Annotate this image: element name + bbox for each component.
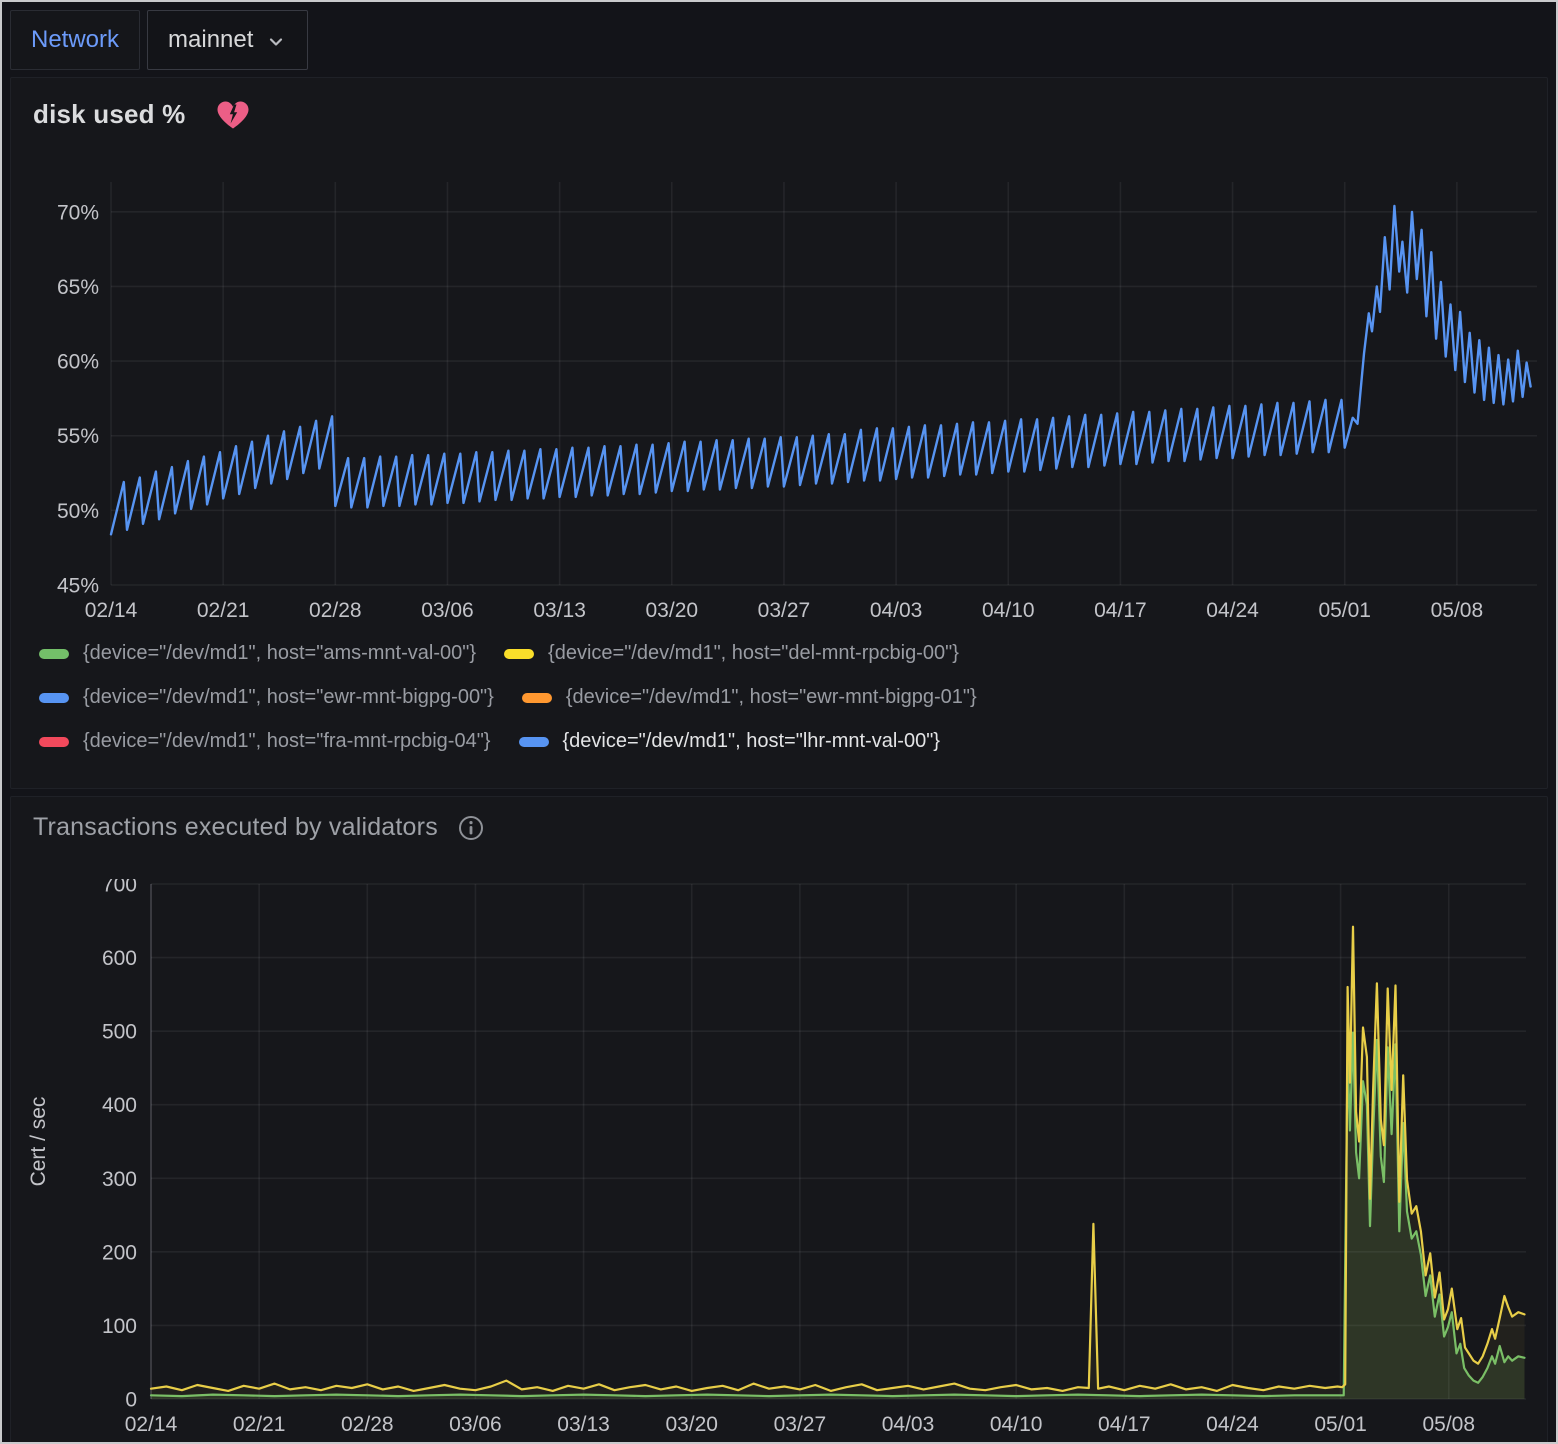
- dashboard-page: Network mainnet disk used % 45% 50% 55% 60%…: [0, 0, 1558, 1444]
- panel-disk-used: disk used % 45% 50% 55% 60% 65% 70% 02/14 02/21…: [10, 77, 1548, 789]
- x-tick-label: 05/08: [1431, 599, 1484, 622]
- legend-label: {device="/dev/md1", host="ams-mnt-val-00…: [83, 642, 476, 665]
- variable-bar: Network mainnet: [10, 10, 1556, 70]
- panel-title: disk used %: [33, 99, 185, 130]
- x-tick-label: 02/28: [309, 599, 362, 622]
- y-tick-label: 200: [102, 1241, 137, 1264]
- x-tick-label: 03/06: [421, 599, 474, 622]
- info-icon[interactable]: [456, 813, 486, 843]
- y-tick-label: 500: [102, 1021, 137, 1044]
- x-tick-label: 03/27: [774, 1413, 827, 1436]
- legend-swatch-icon: [519, 737, 549, 747]
- y-tick-label: 70%: [57, 201, 99, 224]
- y-tick-label: 100: [102, 1315, 137, 1338]
- y-tick-label: 300: [102, 1168, 137, 1191]
- x-tick-label: 04/03: [870, 599, 923, 622]
- x-tick-label: 02/14: [125, 1413, 178, 1436]
- legend-item[interactable]: {device="/dev/md1", host="ams-mnt-val-00…: [39, 642, 476, 665]
- disk-used-chart[interactable]: 45% 50% 55% 60% 65% 70% 02/14 02/21 02/28 03/06 03…: [11, 174, 1548, 626]
- transactions-chart[interactable]: 0 100 200 300 400 500 600 700 02/14 02/21 02/28 03/…: [11, 879, 1548, 1441]
- x-tick-label: 02/14: [85, 599, 138, 622]
- series-line: [151, 927, 1525, 1391]
- chevron-down-icon: [265, 31, 287, 53]
- x-tick-label: 03/06: [449, 1413, 502, 1436]
- legend-item[interactable]: {device="/dev/md1", host="del-mnt-rpcbig…: [504, 642, 959, 665]
- x-tick-label: 05/08: [1422, 1413, 1475, 1436]
- legend-label: {device="/dev/md1", host="ewr-mnt-bigpg-…: [83, 686, 494, 709]
- x-tick-label: 02/21: [233, 1413, 286, 1436]
- y-tick-label: 60%: [57, 351, 99, 374]
- legend-item[interactable]: {device="/dev/md1", host="ewr-mnt-bigpg-…: [522, 686, 977, 709]
- legend-label: {device="/dev/md1", host="ewr-mnt-bigpg-…: [566, 686, 977, 709]
- x-tick-label: 05/01: [1318, 599, 1371, 622]
- x-tick-label: 04/17: [1094, 599, 1147, 622]
- panel-transactions: Transactions executed by validators 0 100…: [10, 796, 1548, 1444]
- x-tick-label: 04/03: [882, 1413, 935, 1436]
- legend: {device="/dev/md1", host="ams-mnt-val-00…: [39, 642, 1339, 753]
- legend-item[interactable]: {device="/dev/md1", host="lhr-mnt-val-00…: [519, 730, 940, 753]
- x-tick-label: 05/01: [1314, 1413, 1367, 1436]
- legend-swatch-icon: [39, 737, 69, 747]
- y-tick-label: 700: [102, 879, 137, 897]
- legend-swatch-icon: [39, 693, 69, 703]
- legend-swatch-icon: [504, 649, 534, 659]
- panel-title: Transactions executed by validators: [33, 813, 438, 842]
- x-tick-label: 03/20: [646, 599, 699, 622]
- x-tick-label: 03/27: [758, 599, 811, 622]
- y-axis-label: Cert / sec: [27, 1097, 50, 1187]
- panel-transactions-header[interactable]: Transactions executed by validators: [11, 797, 1547, 843]
- x-tick-label: 04/24: [1206, 599, 1259, 622]
- x-tick-label: 04/10: [982, 599, 1035, 622]
- y-tick-label: 45%: [57, 575, 99, 598]
- network-variable-dropdown[interactable]: mainnet: [147, 10, 308, 70]
- y-tick-label: 400: [102, 1094, 137, 1117]
- legend-swatch-icon: [39, 649, 69, 659]
- x-tick-label: 03/13: [557, 1413, 610, 1436]
- network-label-text: Network: [31, 26, 119, 54]
- network-value-text: mainnet: [168, 26, 253, 54]
- broken-heart-alert-icon: [217, 100, 249, 130]
- series-line: [151, 1033, 1525, 1397]
- series-line: [111, 206, 1531, 534]
- y-tick-label: 65%: [57, 276, 99, 299]
- legend-item[interactable]: {device="/dev/md1", host="ewr-mnt-bigpg-…: [39, 686, 494, 709]
- x-tick-label: 04/17: [1098, 1413, 1151, 1436]
- legend-item[interactable]: {device="/dev/md1", host="fra-mnt-rpcbig…: [39, 730, 491, 753]
- x-tick-label: 02/21: [197, 599, 250, 622]
- legend-label: {device="/dev/md1", host="fra-mnt-rpcbig…: [83, 730, 491, 753]
- y-tick-label: 50%: [57, 500, 99, 523]
- legend-label: {device="/dev/md1", host="del-mnt-rpcbig…: [548, 642, 959, 665]
- x-tick-label: 03/20: [665, 1413, 718, 1436]
- x-tick-label: 04/24: [1206, 1413, 1259, 1436]
- panel-disk-used-header[interactable]: disk used %: [11, 78, 1547, 130]
- y-tick-label: 0: [125, 1389, 137, 1412]
- x-tick-label: 03/13: [533, 599, 586, 622]
- network-variable-label: Network: [10, 10, 140, 70]
- legend-label: {device="/dev/md1", host="lhr-mnt-val-00…: [563, 730, 940, 753]
- x-tick-label: 04/10: [990, 1413, 1043, 1436]
- legend-swatch-icon: [522, 693, 552, 703]
- y-tick-label: 600: [102, 947, 137, 970]
- x-tick-label: 02/28: [341, 1413, 394, 1436]
- y-tick-label: 55%: [57, 425, 99, 448]
